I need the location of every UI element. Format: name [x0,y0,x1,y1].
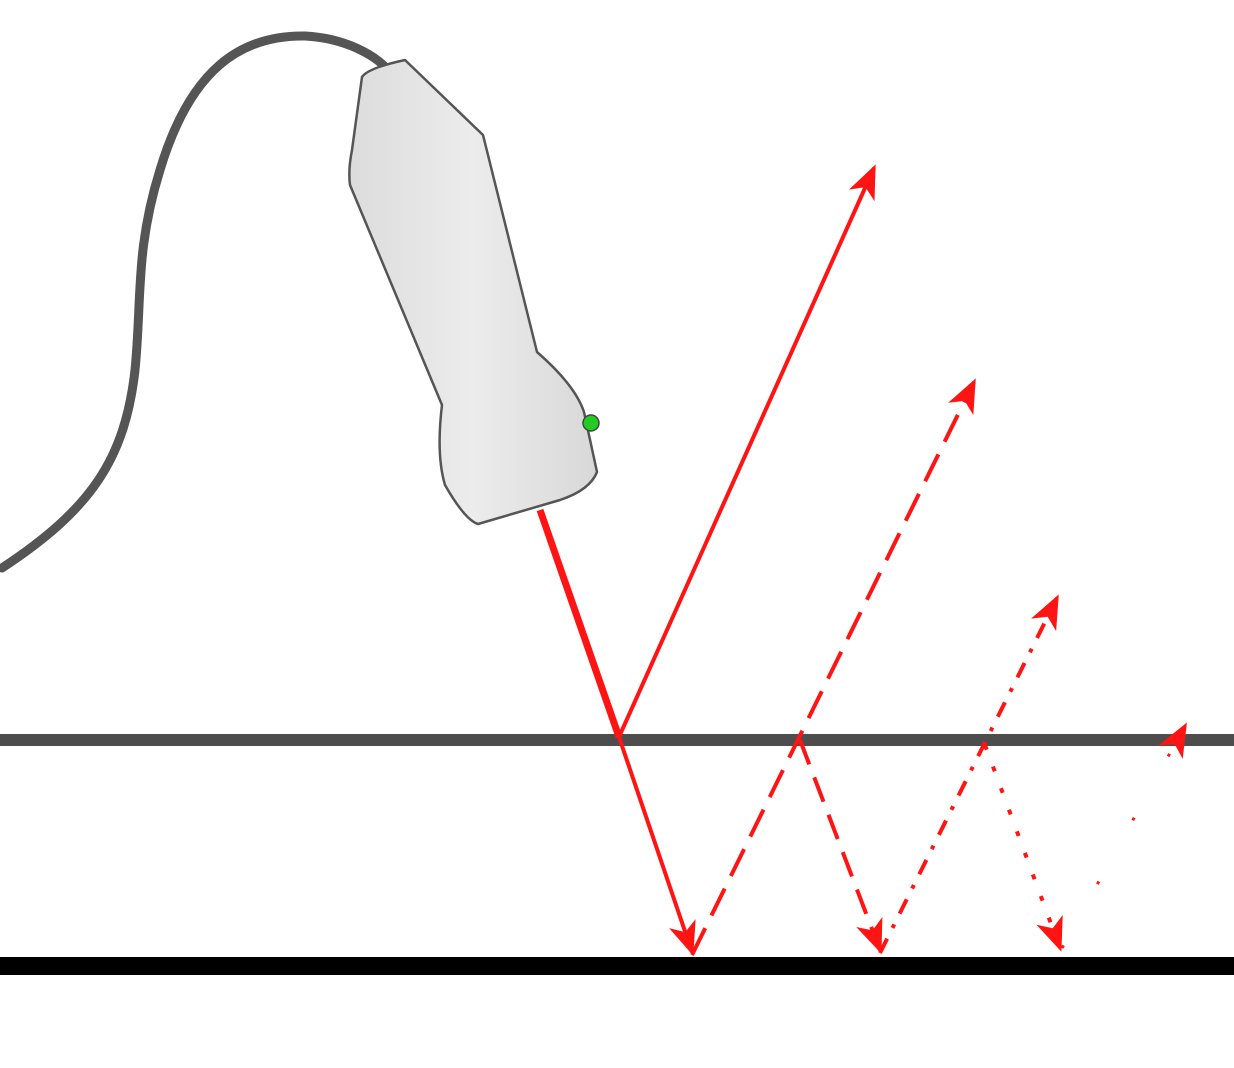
reflection-2-dashed [690,378,976,956]
reverb-down-dashed [798,739,883,954]
incident-beam [536,508,623,739]
transmitted-beam-solid [617,736,696,956]
reflection-3-dashdot [878,594,1059,954]
cable-icon [0,31,393,573]
reflection-4-dotted [1060,722,1187,949]
indicator-led-icon [582,414,600,432]
ultrasound-probe-icon [348,58,600,526]
reflection-1-solid [617,164,876,738]
reverb-down-dotted [983,744,1063,952]
